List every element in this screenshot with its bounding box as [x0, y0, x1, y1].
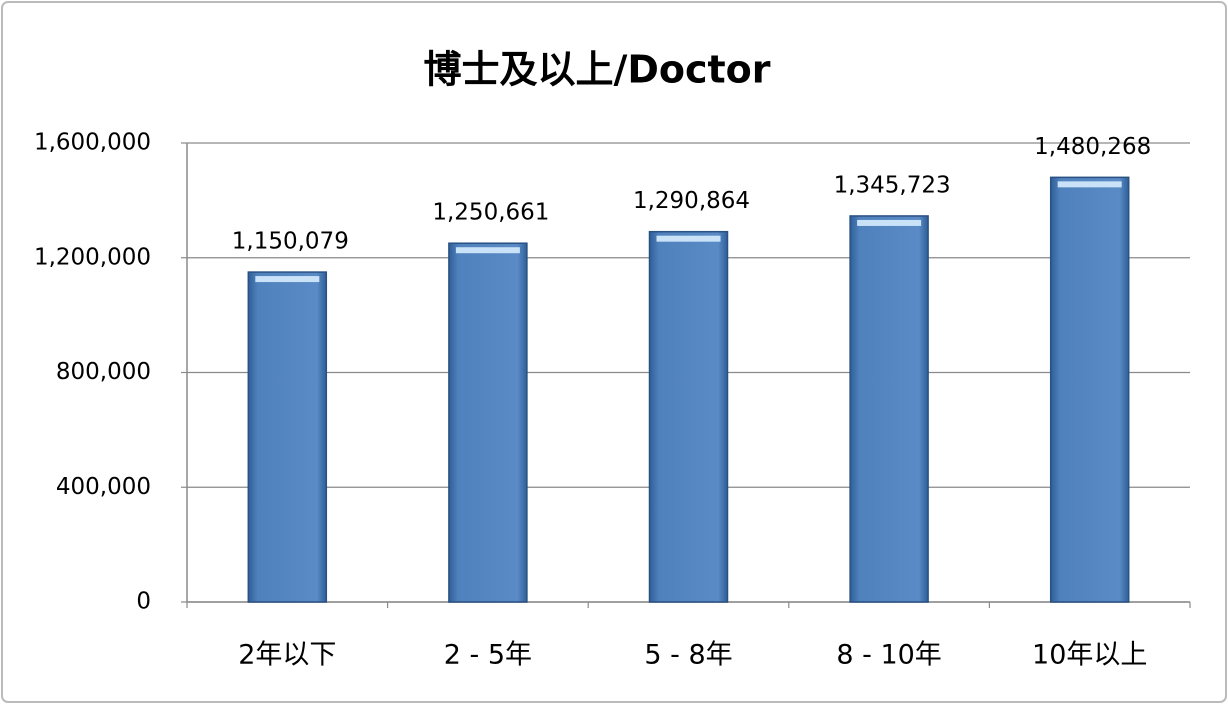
- bar-highlight: [656, 235, 721, 242]
- data-label: 1,345,723: [834, 172, 951, 198]
- data-label: 1,290,864: [633, 188, 750, 214]
- x-tick-label: 8 - 10年: [836, 640, 941, 671]
- bar-highlight: [455, 247, 520, 254]
- x-tick-label: 5 - 8年: [644, 640, 732, 671]
- y-tick-label: 400,000: [56, 474, 151, 500]
- y-tick-label: 800,000: [56, 359, 151, 385]
- bar: [247, 271, 328, 603]
- x-tick-label: 2年以下: [238, 640, 336, 671]
- bar-highlight: [255, 276, 320, 283]
- data-label: 1,250,661: [432, 200, 549, 226]
- bar: [849, 215, 929, 603]
- y-tick-label: 1,600,000: [34, 130, 151, 156]
- data-label: 1,150,079: [232, 229, 349, 255]
- bar: [648, 230, 729, 603]
- chart-title: 博士及以上/Doctor: [423, 48, 770, 92]
- bar: [448, 242, 528, 603]
- x-tick-label: 10年以上: [1032, 640, 1147, 671]
- bar: [1049, 176, 1130, 603]
- y-tick-label: 1,200,000: [34, 244, 151, 270]
- x-tick-label: 2 - 5年: [444, 640, 532, 671]
- y-tick-label: 0: [136, 589, 151, 615]
- data-label: 1,480,268: [1034, 134, 1151, 160]
- bar-highlight: [1057, 181, 1122, 188]
- bar-highlight: [857, 219, 922, 226]
